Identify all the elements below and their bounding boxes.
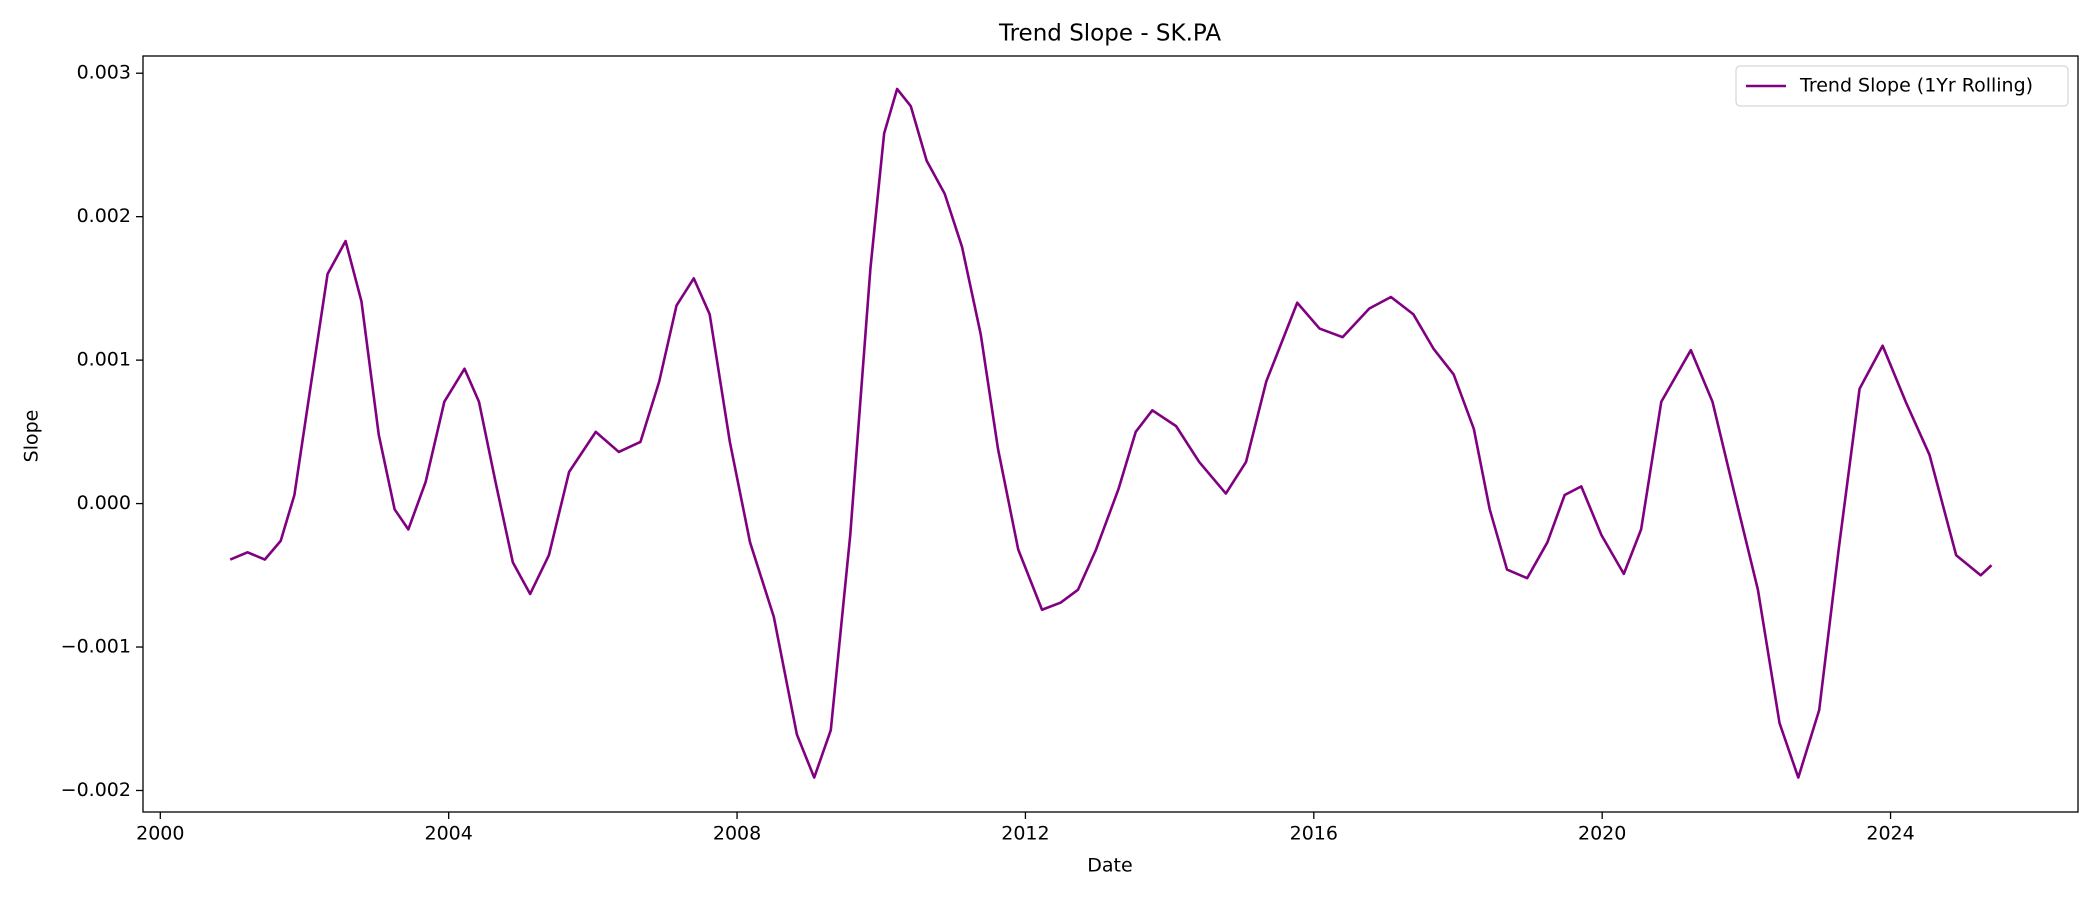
line-series [229, 87, 1993, 779]
x-tick-label: 2008 [713, 823, 761, 845]
y-tick-label: −0.002 [61, 779, 131, 801]
x-tick-label: 2004 [424, 823, 472, 845]
x-tick-label: 2000 [136, 823, 184, 845]
x-axis-label: Date [1087, 855, 1132, 877]
y-tick-label: 0.001 [77, 349, 131, 371]
y-tick-label: 0.002 [77, 205, 131, 227]
legend-box [1735, 65, 2069, 107]
y-tick-label: 0.003 [77, 62, 131, 84]
x-tick-label: 2024 [1866, 823, 1914, 845]
x-tick-label: 2016 [1290, 823, 1338, 845]
y-axis-label: Slope [21, 410, 43, 463]
chart-title: Trend Slope - SK.PA [998, 21, 1221, 47]
x-tick-label: 2020 [1578, 823, 1626, 845]
y-tick-label: 0.000 [77, 492, 131, 514]
y-tick-label: −0.001 [61, 636, 131, 658]
legend-label: Trend Slope (1Yr Rolling) [1799, 75, 2033, 97]
plot-frame [142, 55, 2079, 813]
x-tick-label: 2012 [1001, 823, 1049, 845]
